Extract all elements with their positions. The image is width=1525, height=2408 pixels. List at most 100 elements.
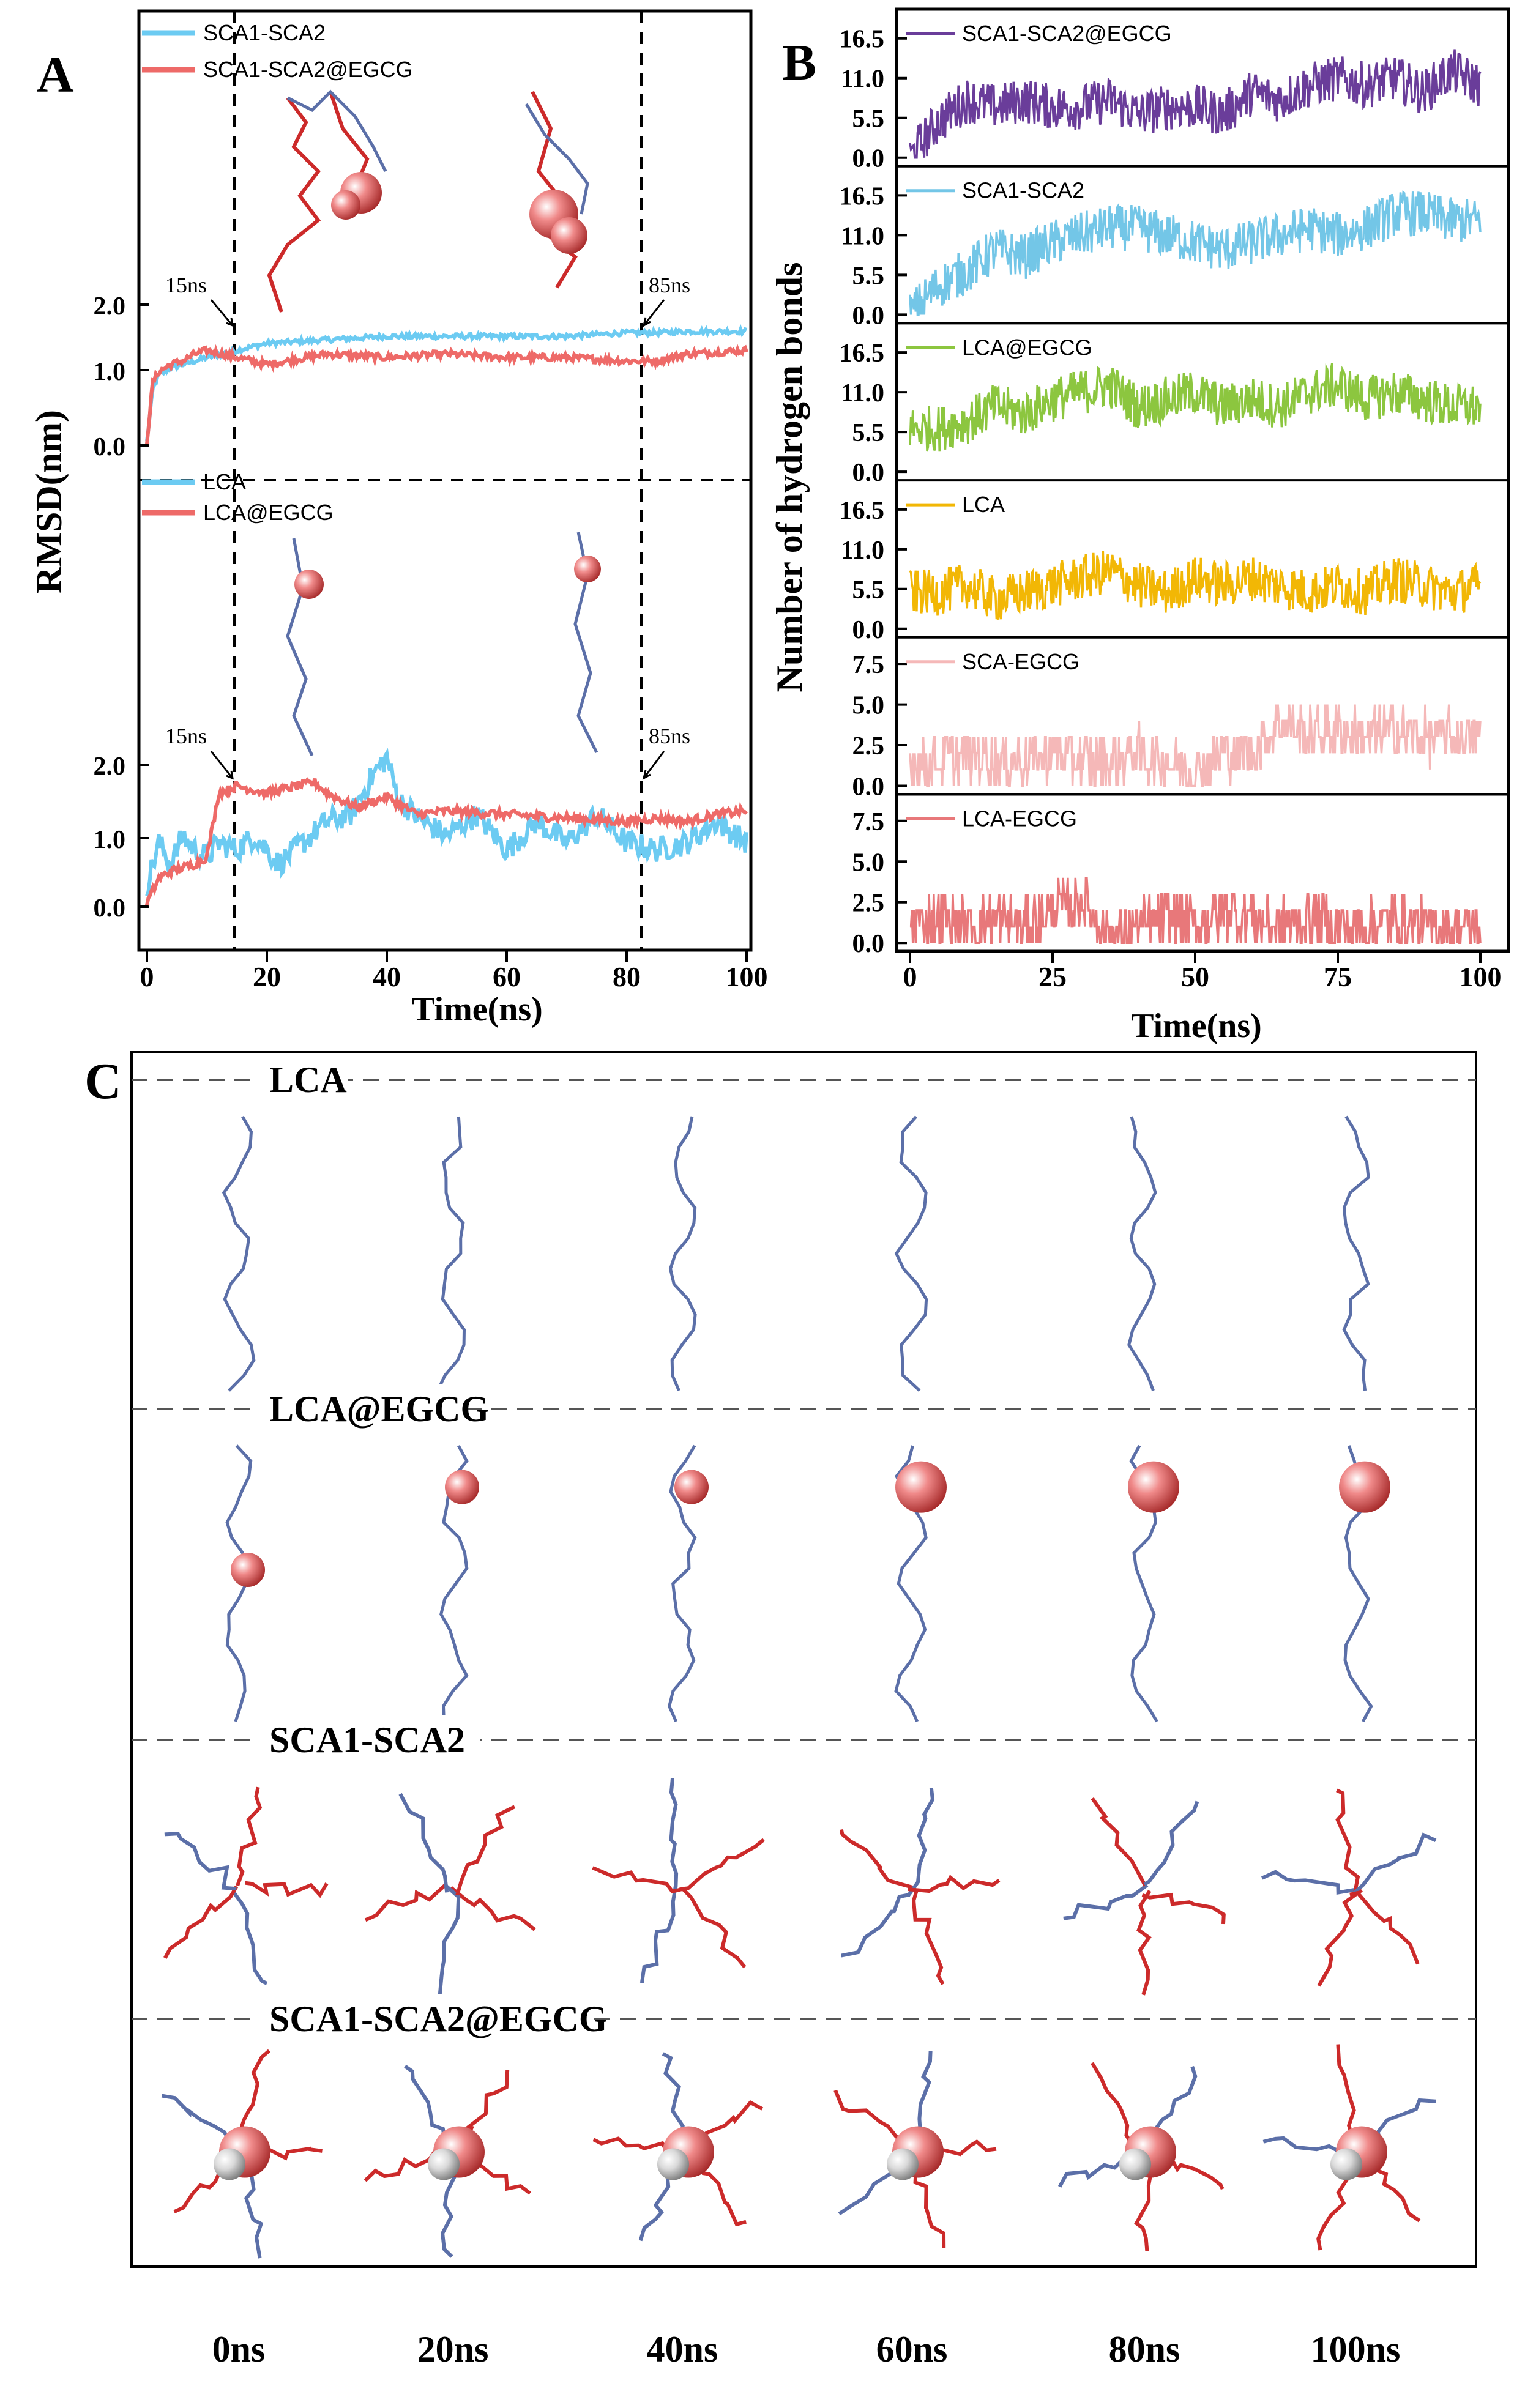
time-label-2: 40ns: [647, 2329, 718, 2369]
b-xtick-1: 25: [1038, 961, 1067, 992]
a-xtick-0: 0: [140, 961, 154, 992]
molecule-snapshot-a2-15ns: [286, 538, 324, 757]
snapshot-0-1: [436, 1116, 466, 1392]
a-xtick-2: 40: [373, 961, 401, 992]
panel-letter-c: C: [84, 1053, 122, 1110]
time-label-3: 60ns: [876, 2329, 948, 2369]
row-sca1-sca2: SCA1-SCA2: [132, 1715, 1476, 1996]
series-sca1-sca2: [909, 190, 1482, 316]
b-xtick-2: 50: [1181, 961, 1209, 992]
a2-ytick-2: 2.0: [94, 752, 126, 781]
b-subplot-1: 0.0 5.5 11.0 16.5 SCA1-SCA2: [840, 165, 1508, 330]
row-label: SCA1-SCA2: [269, 1720, 465, 1760]
series-sca-egcg: [909, 704, 1482, 787]
time-label-5: 100ns: [1311, 2329, 1401, 2369]
b-ytick: 0.0: [852, 459, 885, 487]
series-lca-egcg: [909, 877, 1482, 944]
a-xtick-1: 20: [253, 961, 281, 992]
snapshot-2-1: [364, 1793, 536, 1996]
b-ytick: 16.5: [840, 497, 885, 525]
annot-a2-15ns: 15ns: [165, 724, 207, 748]
time-label-4: 80ns: [1109, 2329, 1180, 2369]
snapshot-0-2: [668, 1116, 697, 1391]
b-legend-label: SCA-EGCG: [962, 649, 1079, 674]
snapshot-3-5: [1262, 2044, 1436, 2251]
snapshot-3-2: [592, 2052, 764, 2242]
arrow-a1-85: [643, 299, 665, 326]
annot-a1-85ns: 85ns: [649, 273, 690, 297]
b-legend-label: LCA-EGCG: [962, 806, 1077, 831]
annot-a1-15ns: 15ns: [165, 273, 207, 297]
b-legend-label: LCA: [962, 492, 1005, 517]
molecule-snapshot-a2-85ns: [573, 532, 601, 754]
panel-letter-a: A: [37, 46, 74, 103]
molecule-snapshot-a1-15ns: [267, 89, 387, 313]
b-subplot-0: 0.0 5.5 11.0 16.5 SCA1-SCA2@EGCG: [840, 21, 1482, 173]
snapshot-2-5: [1261, 1788, 1437, 1987]
snapshot-2-0: [163, 1786, 329, 1985]
row-label: LCA: [269, 1060, 347, 1100]
b-ytick: 2.5: [852, 732, 885, 760]
a2-ytick-0: 0.0: [94, 894, 126, 923]
b-ytick: 5.5: [852, 419, 885, 447]
molecule-snapshot-a1-85ns: [524, 91, 589, 289]
snapshot-3-4: [1057, 2062, 1225, 2251]
panel-c-frame: [130, 1051, 1477, 2268]
arrow-a2-85: [643, 751, 665, 779]
legend-a1-label-1: SCA1-SCA2@EGCG: [203, 57, 413, 82]
legend-a2-label-1: LCA@EGCG: [203, 500, 334, 525]
snapshot-2-3: [839, 1787, 1001, 1985]
b-ytick: 0.0: [852, 773, 885, 801]
row-label: LCA@EGCG: [269, 1389, 489, 1429]
series-lca: [145, 748, 748, 897]
snapshot-1-0: [225, 1444, 265, 1722]
b-ytick: 11.0: [841, 537, 884, 565]
panel-b-ylabel: Number of hydrogen bonds: [769, 262, 810, 693]
panel-letter-b: B: [782, 34, 816, 91]
series-sca1-sca2-egcg: [909, 49, 1482, 159]
snapshot-0-0: [222, 1115, 256, 1392]
b-xtick-4: 100: [1460, 961, 1502, 992]
series-sca1-sca2-egcg: [145, 344, 748, 445]
b-xtick-3: 75: [1324, 961, 1352, 992]
b-ytick: 0.0: [852, 930, 885, 958]
a-xtick-3: 60: [493, 961, 521, 992]
snapshot-0-3: [894, 1115, 928, 1392]
panel-a1-series: [145, 324, 748, 445]
snapshot-1-2: [668, 1444, 709, 1723]
row-lca: LCA: [132, 1055, 1476, 1392]
b-ytick: 5.5: [852, 262, 885, 290]
b-ytick: 5.0: [852, 692, 885, 720]
b-xtick-0: 0: [903, 961, 917, 992]
row-label: SCA1-SCA2@EGCG: [269, 1999, 608, 2039]
b-ytick: 11.0: [841, 65, 884, 94]
snapshot-1-5: [1339, 1445, 1390, 1723]
b-legend-label: SCA1-SCA2: [962, 178, 1084, 203]
snapshot-1-4: [1128, 1444, 1179, 1723]
a2-ytick-1: 1.0: [94, 826, 126, 854]
snapshot-3-1: [364, 2064, 531, 2258]
b-ytick: 0.0: [852, 145, 885, 173]
panel-a-rmsd: A RMSD(nm) Time(ns) 0 20 40 60 80 100: [29, 9, 768, 1028]
a1-ytick-0: 0.0: [94, 433, 126, 461]
series-lca-egcg: [145, 776, 748, 906]
b-ytick: 5.5: [852, 576, 885, 604]
time-label-0: 0ns: [212, 2329, 266, 2369]
b-legend-label: SCA1-SCA2@EGCG: [962, 21, 1172, 46]
b-subplot-3: 0.0 5.5 11.0 16.5 LCA: [840, 479, 1508, 644]
series-lca-egcg: [909, 363, 1482, 452]
snapshot-0-5: [1342, 1115, 1370, 1391]
b-subplot-4: 0.0 2.5 5.0 7.5 SCA-EGCG: [852, 636, 1508, 801]
panel-a-ylabel: RMSD(nm): [29, 410, 69, 593]
arrow-a2-15: [210, 751, 234, 779]
panel-a2-series: [145, 748, 748, 906]
panel-c-snapshots: C LCA LCA@EGCG SCA1-SCA2 SCA1-SCA2@EGCG 0ns…: [84, 1051, 1477, 2369]
a-xtick-5: 100: [726, 961, 768, 992]
b-ytick: 0.0: [852, 616, 885, 644]
b-ytick: 11.0: [841, 379, 884, 407]
legend-a2-label-0: LCA: [203, 469, 246, 494]
series-lca: [909, 551, 1482, 620]
snapshot-0-4: [1127, 1116, 1157, 1391]
b-legend-label: LCA@EGCG: [962, 335, 1092, 360]
